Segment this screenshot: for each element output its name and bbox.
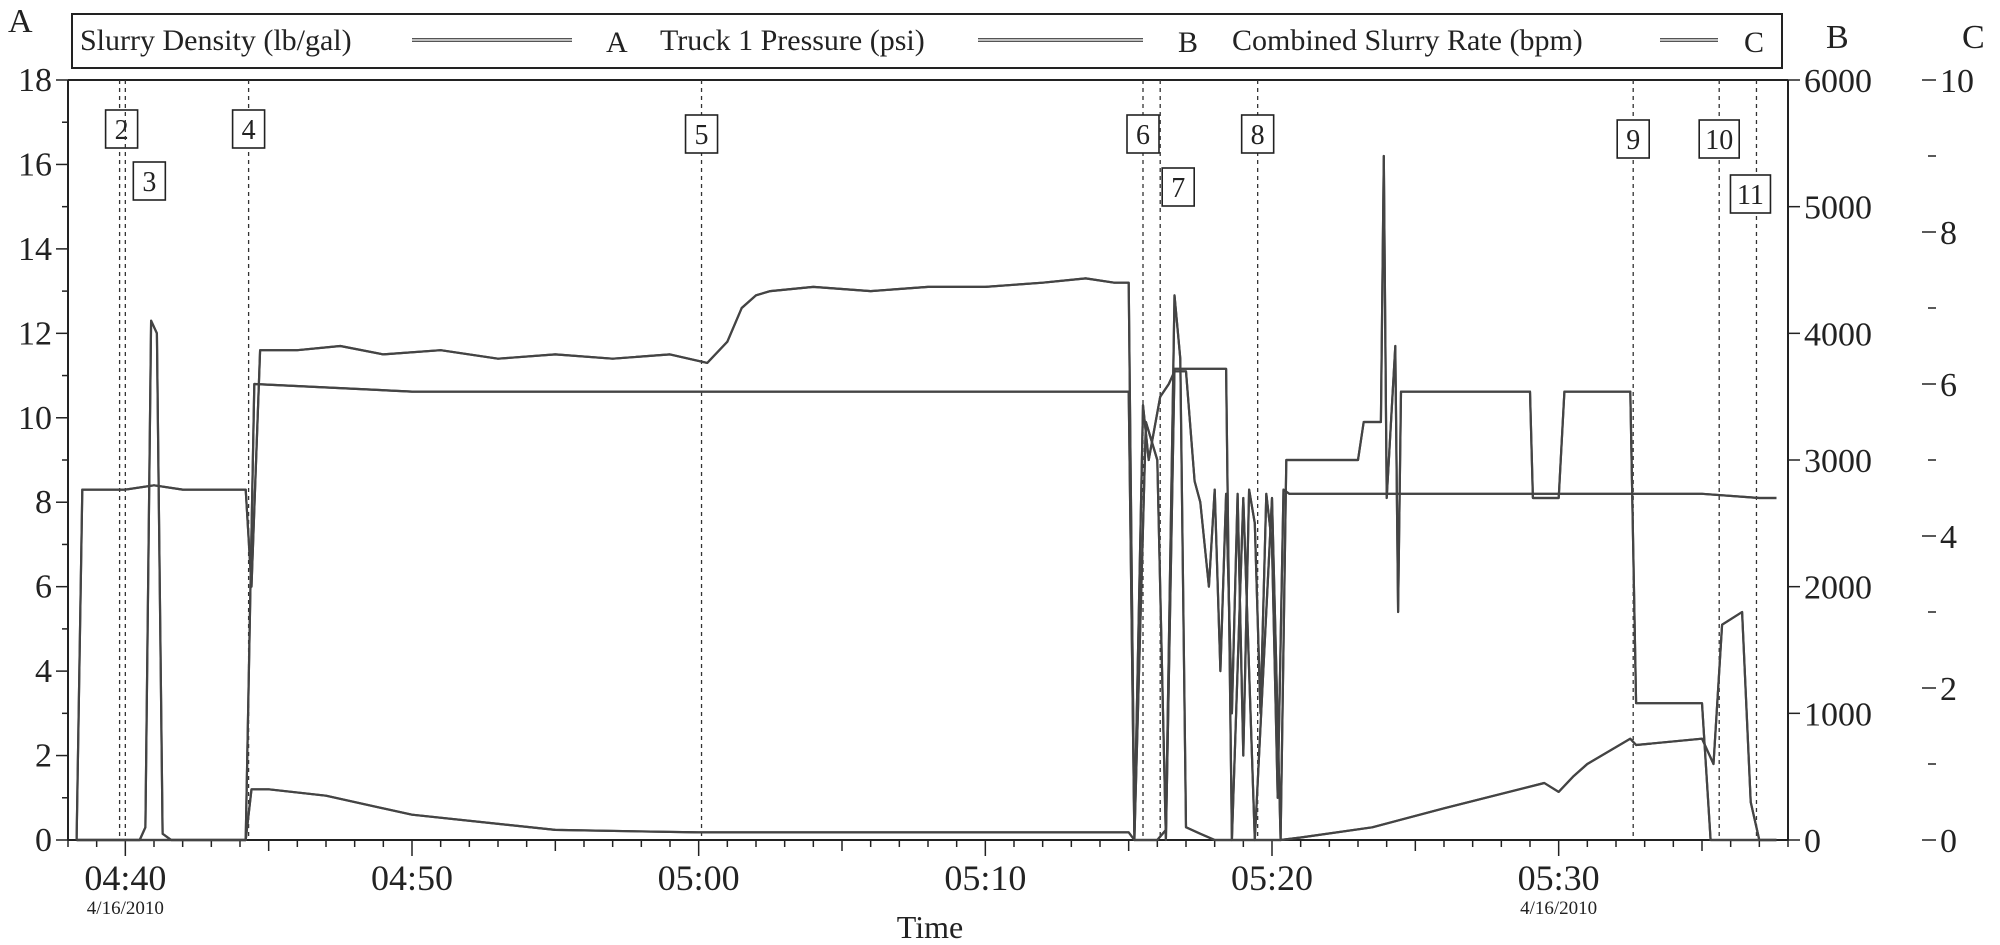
axis-b-letter: B <box>1826 19 1849 56</box>
event-label-10: 10 <box>1705 125 1733 156</box>
legend-axis-letter-2: B <box>1178 26 1198 59</box>
axis-b-tick-label: 6000 <box>1804 63 1872 100</box>
series-layer <box>75 154 1777 842</box>
axis-c-tick-label: 8 <box>1940 215 1957 252</box>
legend-axis-letter-1: A <box>606 26 628 59</box>
legend-entry-2: Truck 1 Pressure (psi) <box>660 24 925 57</box>
event-box-5 <box>684 114 719 154</box>
legend-box <box>71 13 1783 69</box>
axis-a-tick-label: 14 <box>18 231 52 268</box>
axis-a-tick-label: 6 <box>35 569 52 606</box>
axis-a-tick-label: 8 <box>35 484 52 521</box>
event-box-8 <box>1240 114 1275 154</box>
event-label-2: 2 <box>115 115 129 146</box>
event-label-3: 3 <box>142 167 156 198</box>
axes-layer: A024681012141618B01000200030004000500060… <box>8 3 1985 945</box>
axis-a-tick-label: 0 <box>35 822 52 859</box>
axis-a-letter: A <box>8 3 33 40</box>
event-box-7 <box>1161 167 1195 207</box>
event-label-9: 9 <box>1626 125 1640 156</box>
axis-b-tick-label: 0 <box>1804 823 1821 860</box>
axis-a-tick-label: 10 <box>18 400 52 437</box>
axis-b-tick-label: 5000 <box>1804 190 1872 227</box>
axis-a-tick-label: 16 <box>18 146 52 183</box>
axis-c-tick-label: 0 <box>1940 823 1957 860</box>
x-axis-label: Time <box>897 909 963 945</box>
legend-axis-letter-3: C <box>1744 26 1764 59</box>
axis-c-tick-label: 2 <box>1940 671 1957 708</box>
x-tick-date: 4/16/2010 <box>87 898 164 919</box>
event-label-4: 4 <box>242 115 256 146</box>
x-tick-label: 05:30 <box>1518 858 1600 898</box>
event-box-9 <box>1616 119 1650 159</box>
x-tick-label: 05:20 <box>1231 858 1313 898</box>
event-box-4 <box>231 109 266 149</box>
legend-entry-3: Combined Slurry Rate (bpm) <box>1232 24 1583 57</box>
axis-a-tick-label: 18 <box>18 62 52 99</box>
x-tick-date: 4/16/2010 <box>1520 898 1597 919</box>
event-label-7: 7 <box>1171 173 1185 204</box>
axis-b-tick-label: 1000 <box>1804 696 1872 733</box>
axis-c-tick-label: 4 <box>1940 519 1957 556</box>
x-tick-label: 04:40 <box>84 858 166 898</box>
legend-entry-1: Slurry Density (lb/gal) <box>80 24 352 57</box>
event-label-5: 5 <box>695 120 709 151</box>
x-tick-label: 05:10 <box>944 858 1026 898</box>
x-tick-label: 04:50 <box>371 858 453 898</box>
event-box-11 <box>1729 174 1772 214</box>
legend-layer: Slurry Density (lb/gal) A Truck 1 Pressure… <box>71 13 1783 69</box>
x-tick-label: 05:00 <box>658 858 740 898</box>
axis-b-tick-label: 2000 <box>1804 570 1872 607</box>
axis-b-tick-label: 3000 <box>1804 443 1872 480</box>
axis-a-tick-label: 4 <box>35 653 52 690</box>
axis-a-tick-label: 12 <box>18 315 52 352</box>
axis-c-tick-label: 6 <box>1940 367 1957 404</box>
event-label-8: 8 <box>1251 120 1265 151</box>
event-box-10 <box>1698 119 1740 159</box>
slurry-rate-line-inner <box>76 154 1777 842</box>
axis-c-letter: C <box>1962 19 1985 56</box>
event-box-2 <box>104 109 139 149</box>
event-label-11: 11 <box>1737 180 1764 211</box>
axis-a-tick-label: 2 <box>35 738 52 775</box>
event-label-6: 6 <box>1136 120 1150 151</box>
axis-b-tick-label: 4000 <box>1804 316 1872 353</box>
event-box-3 <box>132 161 167 201</box>
axis-c-tick-label: 10 <box>1940 63 1974 100</box>
event-box-6 <box>1126 114 1160 154</box>
